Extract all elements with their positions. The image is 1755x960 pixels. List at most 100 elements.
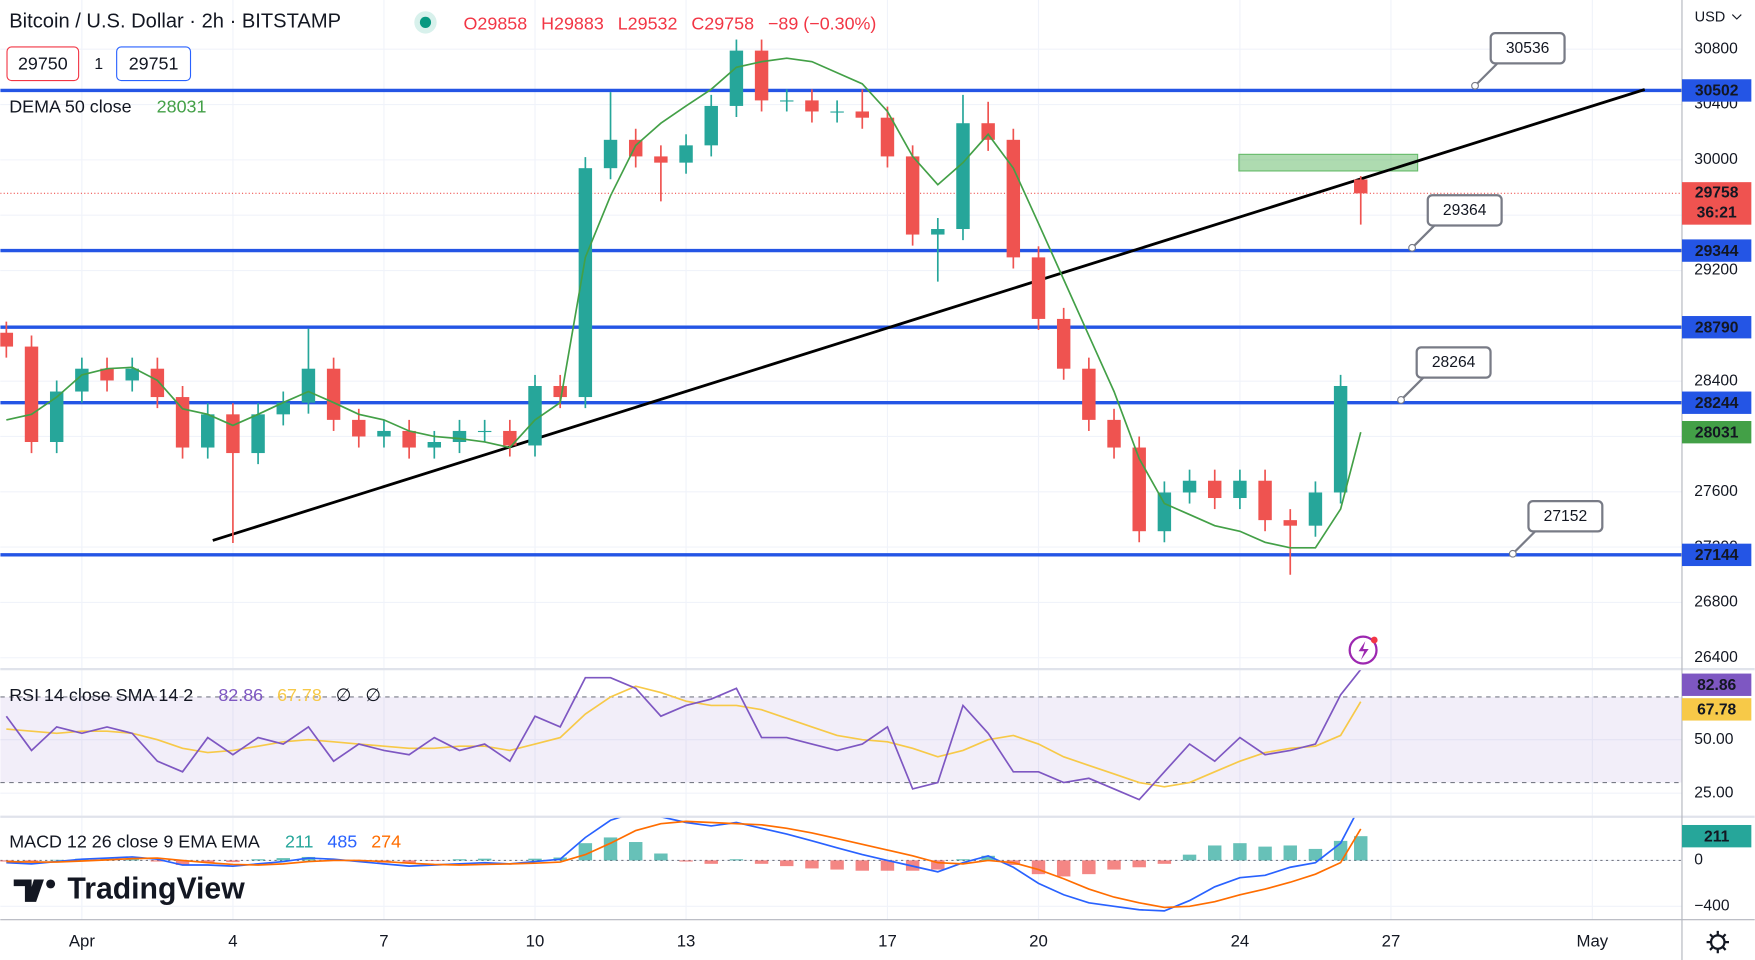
macd-histogram-bar (729, 859, 744, 861)
candle-body (905, 156, 920, 235)
macd-histogram-bar (477, 858, 492, 861)
macd-pane (0, 816, 1682, 912)
axis-value-box (1681, 543, 1752, 567)
alert-icon[interactable] (1348, 635, 1378, 665)
callout-anchor (1508, 549, 1517, 558)
ohlc-close: C29758 (691, 13, 754, 33)
axis-value-label: 28031 (1695, 424, 1739, 441)
callout-pointer (1512, 530, 1536, 555)
candle-body (1308, 492, 1323, 526)
candle-body (201, 414, 215, 448)
macd-line (6, 816, 1356, 912)
macd-histogram-bar (1283, 845, 1297, 861)
candle-body (301, 368, 316, 403)
axis-value-box (1681, 239, 1752, 262)
quantity: 1 (94, 56, 103, 73)
x-tick-label: 10 (526, 932, 545, 951)
y-tick-label: 30000 (1694, 151, 1738, 168)
y-tick-label: 26800 (1694, 594, 1738, 611)
alert-bolt[interactable] (1358, 641, 1369, 661)
candle-body (1132, 447, 1146, 532)
candle-body (276, 402, 290, 415)
ask-box[interactable] (116, 46, 192, 82)
supply-zone (1238, 153, 1419, 172)
macd-histogram-bar (528, 858, 542, 861)
x-tick-label: 4 (228, 932, 237, 951)
bid-price[interactable]: 29750 (18, 54, 68, 74)
macd-histogram-bar (24, 860, 39, 863)
candle-body (1006, 139, 1021, 258)
y-tick-label: 0 (1694, 852, 1703, 869)
candle-body (1107, 419, 1121, 448)
alert-badge[interactable] (1370, 636, 1378, 644)
macd-histogram-bar (654, 853, 668, 861)
macd-histogram-bar (427, 860, 442, 861)
callout-pointer (1411, 224, 1436, 249)
dema-name: DEMA 50 close (9, 96, 131, 116)
settings-gear[interactable] (1706, 930, 1729, 954)
ohlc-low: L29532 (618, 13, 678, 33)
axis-layer: Apr47101317202427May26400268002720027600… (69, 40, 1752, 951)
candle-body (1056, 318, 1071, 369)
candle-body (754, 50, 769, 101)
candle-body (830, 111, 844, 113)
macd-histogram-bar (754, 860, 769, 864)
ask-price[interactable]: 29751 (129, 54, 179, 74)
macd-histogram-bar (780, 860, 794, 867)
macd-histogram-bar (931, 860, 945, 870)
candle-body (1208, 480, 1222, 499)
candle-body (125, 368, 139, 381)
y-tick-label: 29200 (1694, 262, 1738, 279)
axis-value-label: 30502 (1695, 83, 1739, 100)
bid-box[interactable] (6, 46, 80, 82)
axis-value-box (1681, 420, 1752, 444)
axis-value-box (1681, 824, 1752, 848)
macd-histogram-bar (251, 859, 265, 861)
candle-body (704, 105, 718, 146)
macd-hist-value: 211 (285, 831, 314, 851)
rsi-empty: ∅ (336, 685, 352, 705)
axis-value-box (1681, 698, 1752, 721)
x-tick-label: 17 (878, 932, 897, 951)
macd-histogram-bar (49, 859, 64, 861)
bar-countdown: 36:21 (1697, 205, 1737, 222)
macd-histogram-bar (201, 860, 215, 863)
alert-ring[interactable] (1348, 635, 1378, 665)
symbol-title: Bitcoin / U.S. Dollar · 2h · BITSTAMP (9, 11, 341, 33)
macd-histogram-bar (603, 837, 618, 861)
macd-histogram-bar (276, 858, 290, 861)
x-tick-label: Apr (69, 932, 96, 951)
candle-body (0, 332, 14, 347)
rsi-band (0, 696, 1682, 783)
axis-value-box (1681, 673, 1752, 696)
macd-histogram-bar (226, 860, 240, 863)
candle-body (981, 123, 995, 140)
rsi-title: RSI 14 close SMA 14 2 (9, 685, 193, 705)
axis-value-box (1681, 79, 1752, 102)
gear-teeth[interactable] (1706, 930, 1729, 954)
candle-body (452, 430, 467, 443)
y-tick-label: 28400 (1694, 372, 1738, 389)
macd-histogram-bar (150, 860, 165, 862)
candle-body (1233, 480, 1247, 499)
trendline (212, 88, 1646, 542)
candle-body (931, 229, 945, 235)
candle-body (1082, 368, 1096, 420)
candle-body (352, 419, 366, 437)
candle-body (729, 50, 744, 106)
candle-body (1182, 480, 1197, 493)
logo-dot (46, 879, 56, 889)
price-pane (0, 39, 1682, 575)
macd-histogram-bar (175, 860, 190, 865)
macd-histogram-bar (1208, 845, 1222, 861)
currency[interactable]: USD (1695, 10, 1726, 26)
currency-caret[interactable] (1731, 14, 1742, 20)
macd-histogram-bar (855, 860, 869, 871)
callout-label: 30536 (1506, 40, 1550, 57)
overlay-layer: Bitcoin / U.S. Dollar · 2h · BITSTAMP O2… (6, 10, 1742, 954)
candle-body (477, 430, 492, 433)
candle-body (880, 117, 895, 157)
candle-body (1333, 385, 1348, 493)
